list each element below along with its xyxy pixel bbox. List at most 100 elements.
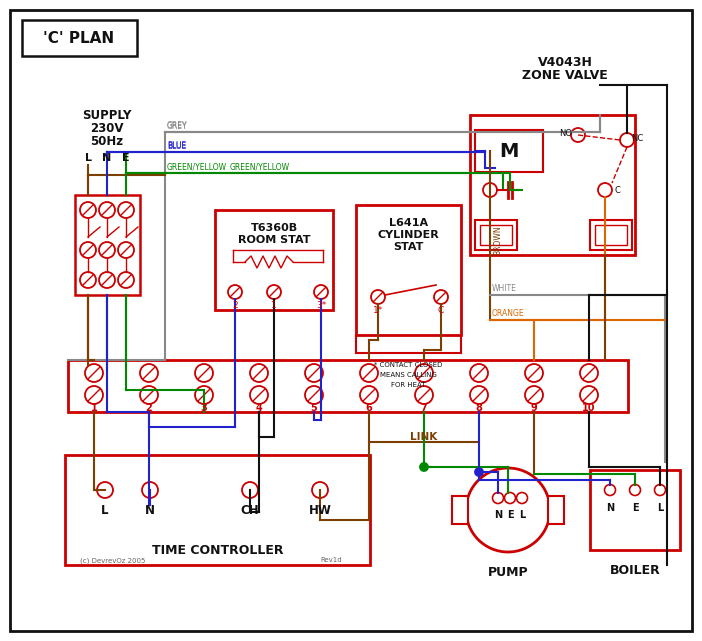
Circle shape <box>493 492 503 503</box>
Text: TIME CONTROLLER: TIME CONTROLLER <box>152 544 283 556</box>
Circle shape <box>312 482 328 498</box>
Text: E: E <box>122 153 130 163</box>
Circle shape <box>140 386 158 404</box>
Text: 7: 7 <box>420 403 428 413</box>
Text: GREY: GREY <box>167 122 187 131</box>
Circle shape <box>195 386 213 404</box>
Text: 230V: 230V <box>91 122 124 135</box>
Circle shape <box>415 364 433 382</box>
Text: ROOM STAT: ROOM STAT <box>238 235 310 245</box>
Circle shape <box>598 183 612 197</box>
Circle shape <box>434 290 448 304</box>
Text: 8: 8 <box>475 403 482 413</box>
Circle shape <box>360 364 378 382</box>
Text: ORANGE: ORANGE <box>492 309 524 318</box>
Text: CH: CH <box>241 503 259 517</box>
Circle shape <box>140 364 158 382</box>
Text: FOR HEAT: FOR HEAT <box>391 382 425 388</box>
Circle shape <box>305 364 323 382</box>
Text: PUMP: PUMP <box>488 565 529 578</box>
Bar <box>480 225 512 245</box>
Circle shape <box>99 202 115 218</box>
Circle shape <box>604 485 616 495</box>
Text: ZONE VALVE: ZONE VALVE <box>522 69 608 81</box>
Text: LINK: LINK <box>411 432 437 442</box>
Circle shape <box>80 202 96 218</box>
Circle shape <box>470 364 488 382</box>
Bar <box>590 220 632 250</box>
Circle shape <box>267 285 281 299</box>
Circle shape <box>620 133 634 147</box>
Circle shape <box>571 128 585 142</box>
Circle shape <box>99 242 115 258</box>
Text: L: L <box>101 503 109 517</box>
Text: 5: 5 <box>310 403 317 413</box>
Text: E: E <box>507 510 513 520</box>
Text: BOILER: BOILER <box>609 563 661 576</box>
Bar <box>22 20 137 56</box>
Text: STAT: STAT <box>393 242 424 252</box>
Text: NC: NC <box>631 133 643 142</box>
Circle shape <box>630 485 640 495</box>
Text: (c) DevrevOz 2005: (c) DevrevOz 2005 <box>80 557 145 563</box>
Bar <box>65 455 370 565</box>
Circle shape <box>80 242 96 258</box>
Circle shape <box>228 285 242 299</box>
Circle shape <box>142 482 158 498</box>
Bar <box>475 130 543 172</box>
Circle shape <box>118 272 134 288</box>
Bar <box>590 470 680 550</box>
Text: Rev1d: Rev1d <box>320 557 342 563</box>
Text: V4043H: V4043H <box>538 56 592 69</box>
Circle shape <box>85 386 103 404</box>
Text: SUPPLY: SUPPLY <box>82 108 132 122</box>
Text: L: L <box>657 503 663 513</box>
Circle shape <box>250 386 268 404</box>
Text: * CONTACT CLOSED: * CONTACT CLOSED <box>374 362 443 368</box>
Circle shape <box>85 364 103 382</box>
Text: 1*: 1* <box>373 306 383 315</box>
Circle shape <box>371 290 385 304</box>
Text: M: M <box>499 142 519 160</box>
Text: 3*: 3* <box>316 301 326 310</box>
Circle shape <box>99 272 115 288</box>
Text: C: C <box>438 306 444 315</box>
Text: WHITE: WHITE <box>492 284 517 293</box>
Text: BLUE: BLUE <box>167 142 186 151</box>
Circle shape <box>654 485 665 495</box>
Circle shape <box>517 492 527 503</box>
Bar <box>475 220 517 250</box>
Bar <box>75 195 140 295</box>
Text: 4: 4 <box>256 403 263 413</box>
Text: L641A: L641A <box>389 218 428 228</box>
Circle shape <box>415 386 433 404</box>
Text: T6360B: T6360B <box>251 223 298 233</box>
Bar <box>452 496 468 524</box>
Circle shape <box>118 242 134 258</box>
Bar <box>548 496 564 524</box>
Text: 1: 1 <box>91 403 98 413</box>
Text: N: N <box>606 503 614 513</box>
Text: 10: 10 <box>582 403 596 413</box>
Text: 9: 9 <box>531 403 537 413</box>
Text: 2: 2 <box>145 403 152 413</box>
Text: GREEN/YELLOW: GREEN/YELLOW <box>230 162 290 171</box>
Text: 50Hz: 50Hz <box>91 135 124 147</box>
Text: 3: 3 <box>201 403 207 413</box>
Text: 2: 2 <box>232 301 238 310</box>
Circle shape <box>195 364 213 382</box>
Circle shape <box>242 482 258 498</box>
Text: GREY: GREY <box>167 121 187 130</box>
Circle shape <box>525 386 543 404</box>
Circle shape <box>305 386 323 404</box>
Circle shape <box>470 386 488 404</box>
Bar <box>470 115 635 255</box>
Text: BROWN: BROWN <box>493 225 502 255</box>
Bar <box>68 360 628 412</box>
Text: GREEN/YELLOW: GREEN/YELLOW <box>167 162 227 171</box>
Circle shape <box>250 364 268 382</box>
Text: CYLINDER: CYLINDER <box>378 230 439 240</box>
Text: L: L <box>519 510 525 520</box>
Text: 6: 6 <box>366 403 372 413</box>
Text: HW: HW <box>309 503 331 517</box>
